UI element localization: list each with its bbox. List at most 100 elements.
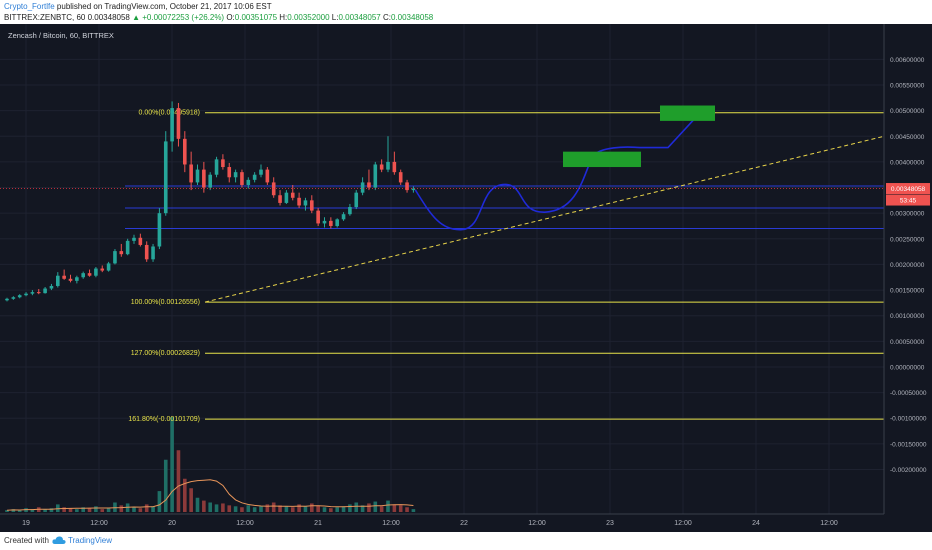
candle-body bbox=[176, 108, 181, 139]
fibonacci-levels[interactable]: 0.00%(0.00495918) 100.00%(0.00126556) 127.… bbox=[128, 110, 884, 423]
candle-body bbox=[303, 200, 308, 206]
open-label: O: bbox=[226, 13, 235, 22]
current-price-tag: 0.00348058 bbox=[886, 183, 930, 195]
volume-bar bbox=[221, 503, 225, 512]
price-tick-label: 0.00200000 bbox=[890, 262, 925, 269]
candle-body bbox=[132, 237, 136, 241]
price-tick-label: 0.00600000 bbox=[890, 57, 925, 64]
volume-bar bbox=[208, 502, 212, 512]
candle bbox=[367, 169, 371, 191]
volume-bar bbox=[43, 509, 47, 512]
candle bbox=[113, 249, 117, 265]
candle-body bbox=[360, 182, 365, 193]
volume-bar bbox=[271, 502, 276, 512]
author-link[interactable]: Crypto_Fortlfe bbox=[4, 2, 55, 11]
volume-bar bbox=[81, 507, 85, 512]
volume-bar bbox=[195, 497, 200, 512]
volume-bar bbox=[202, 500, 206, 512]
low-value: 0.00348057 bbox=[338, 13, 381, 22]
projection-drawings[interactable] bbox=[414, 105, 715, 231]
volume-bar bbox=[348, 504, 352, 512]
target-box-1 bbox=[563, 151, 641, 168]
time-tick-label: 12:00 bbox=[528, 520, 546, 527]
volume-bar bbox=[252, 507, 257, 512]
candle bbox=[144, 241, 149, 262]
volume-bar bbox=[94, 506, 98, 512]
candle-body bbox=[265, 169, 270, 183]
tradingview-brand-link[interactable]: TradingView bbox=[68, 536, 113, 545]
volume-bar bbox=[227, 505, 232, 512]
candle-body bbox=[75, 277, 79, 281]
low-label: L: bbox=[331, 13, 339, 22]
candle bbox=[183, 131, 187, 173]
candle bbox=[5, 297, 9, 302]
volume-bar bbox=[303, 506, 308, 512]
time-tick-label: 12:00 bbox=[90, 520, 108, 527]
candle bbox=[208, 172, 212, 191]
time-tick-label: 12:00 bbox=[674, 520, 692, 527]
volume-moving-average bbox=[6, 479, 414, 511]
candle bbox=[17, 294, 22, 299]
volume-bar bbox=[87, 508, 92, 512]
volume-bar bbox=[163, 459, 168, 512]
volume-bar bbox=[379, 506, 384, 512]
volume-bar bbox=[367, 503, 371, 512]
time-tick-label: 12:00 bbox=[382, 520, 400, 527]
trendline[interactable] bbox=[204, 135, 885, 303]
countdown-tag: 53:45 bbox=[886, 194, 930, 206]
price-tick-label: 0.00100000 bbox=[890, 313, 925, 320]
volume-bar bbox=[214, 504, 219, 512]
candle bbox=[405, 179, 409, 193]
candle bbox=[303, 197, 308, 211]
candle-body bbox=[24, 293, 28, 296]
volume-bar bbox=[354, 502, 359, 512]
candle-body bbox=[379, 164, 384, 170]
header-line-2: BITTREX:ZENBTC, 60 0.00348058 ▲ +0.00072… bbox=[4, 13, 433, 22]
volume-bar bbox=[56, 504, 60, 512]
high-value: 0.00352000 bbox=[287, 13, 330, 22]
candle-body bbox=[386, 161, 390, 170]
candle bbox=[354, 190, 359, 210]
price-axis[interactable] bbox=[884, 24, 932, 532]
support-lines[interactable] bbox=[125, 185, 884, 230]
candle bbox=[170, 101, 174, 152]
candle bbox=[284, 190, 289, 204]
candle-body bbox=[240, 172, 244, 185]
candle-body bbox=[316, 210, 320, 224]
fib-label: 127.00%(0.00026829) bbox=[131, 350, 200, 357]
chart-title: Zencash / Bitcoin, 60, BITTREX bbox=[8, 31, 114, 40]
volume-bar bbox=[170, 417, 174, 512]
candle-body bbox=[297, 197, 301, 206]
candle-body bbox=[36, 292, 41, 294]
target-box-2 bbox=[660, 105, 715, 121]
candle bbox=[119, 243, 124, 257]
time-tick-label: 12:00 bbox=[236, 520, 254, 527]
candle-body bbox=[405, 182, 409, 191]
candle-body bbox=[278, 195, 282, 203]
candle-body bbox=[348, 207, 352, 215]
volume-bar bbox=[398, 505, 403, 512]
candle bbox=[132, 234, 136, 244]
price-chart[interactable]: 0.00%(0.00495918) 100.00%(0.00126556) 127.… bbox=[0, 24, 932, 532]
candle bbox=[246, 177, 251, 189]
candle bbox=[36, 289, 41, 295]
candles bbox=[5, 101, 416, 302]
candle-body bbox=[11, 297, 16, 299]
chart-panel[interactable]: 0.00%(0.00495918) 100.00%(0.00126556) 127.… bbox=[0, 24, 932, 532]
time-axis[interactable] bbox=[0, 514, 932, 532]
price-change: +0.00072253 (+26.2%) bbox=[142, 13, 225, 22]
candle bbox=[392, 151, 397, 175]
close-label: C: bbox=[382, 13, 391, 22]
volume-bar bbox=[297, 504, 301, 512]
price-tick-label: 0.00300000 bbox=[890, 211, 925, 218]
candle-body bbox=[310, 200, 314, 211]
candle bbox=[411, 186, 416, 193]
candle-body bbox=[49, 285, 54, 289]
volume-bar bbox=[100, 509, 105, 512]
volume-bar bbox=[49, 508, 54, 512]
candle bbox=[348, 203, 352, 216]
candle-body bbox=[170, 108, 174, 142]
candle-body bbox=[87, 273, 92, 276]
volume-bar bbox=[284, 506, 289, 512]
up-arrow-icon: ▲ bbox=[132, 13, 141, 22]
